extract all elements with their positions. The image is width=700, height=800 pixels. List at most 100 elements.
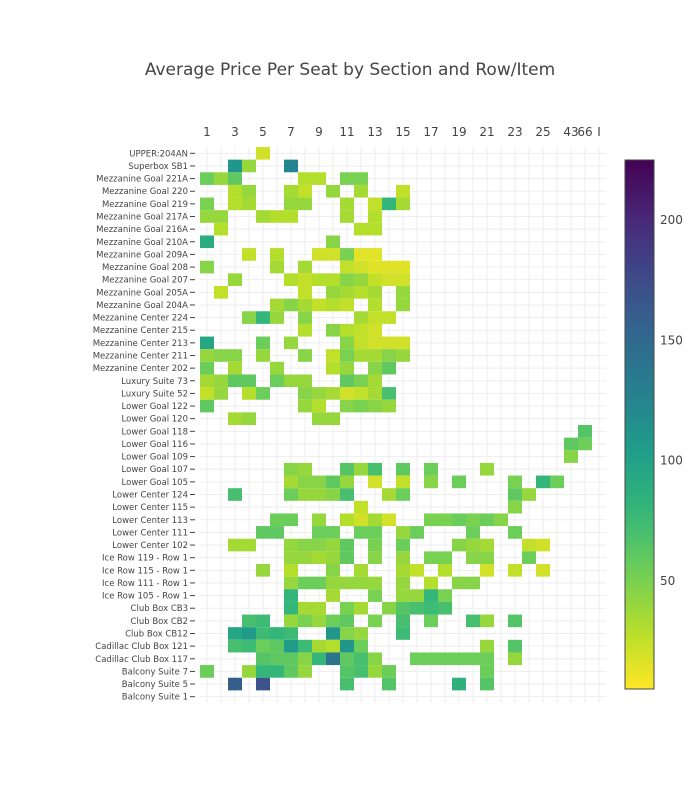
heatmap-cell	[354, 462, 368, 476]
heatmap-cell	[452, 538, 466, 552]
heatmap-cell	[284, 627, 298, 640]
heatmap-cell	[298, 652, 312, 666]
heatmap-cell	[354, 665, 368, 678]
y-tick-label: Cadillac Club Box 117	[95, 655, 188, 665]
heatmap-cell	[368, 197, 382, 211]
heatmap-cell	[312, 513, 326, 527]
heatmap-cell	[284, 273, 298, 286]
heatmap-cell	[368, 311, 382, 324]
heatmap-cell	[340, 197, 354, 211]
heatmap-cell	[298, 488, 312, 501]
heatmap-cell	[354, 387, 368, 400]
heatmap-cell	[326, 639, 340, 653]
heatmap-cell	[312, 172, 326, 185]
heatmap-cell	[200, 235, 214, 249]
heatmap-cell	[284, 184, 298, 198]
heatmap-cell	[228, 197, 242, 211]
heatmap-cell	[368, 260, 382, 274]
heatmap-cell	[368, 248, 382, 261]
heatmap-cell	[284, 374, 298, 388]
y-tick-label: Cadillac Club Box 121	[95, 642, 188, 652]
heatmap-cell	[242, 639, 256, 653]
heatmap-cell	[200, 361, 214, 375]
y-tick-label: Mezzanine Goal 221A	[96, 175, 188, 185]
heatmap-cell	[368, 614, 382, 628]
heatmap-cell	[326, 538, 340, 552]
x-tick-label: 23	[507, 125, 522, 139]
heatmap-cell	[242, 387, 256, 400]
heatmap-cell	[424, 601, 438, 615]
heatmap-cell	[382, 513, 396, 527]
heatmap-cell	[480, 614, 494, 628]
heatmap-cell	[354, 286, 368, 299]
heatmap-cell	[298, 576, 312, 590]
heatmap-cell	[256, 210, 270, 223]
heatmap-cell	[396, 627, 410, 640]
heatmap-cell	[228, 273, 242, 286]
heatmap-cell	[242, 197, 256, 211]
heatmap-cell	[396, 349, 410, 362]
y-tick-label: Balcony Suite 5	[122, 680, 188, 690]
heatmap-cell	[382, 665, 396, 678]
heatmap-cell	[326, 412, 340, 425]
heatmap-cell	[354, 374, 368, 388]
heatmap-cell	[298, 286, 312, 299]
y-tick-label: Lower Goal 109	[122, 453, 188, 463]
heatmap-cell	[298, 298, 312, 312]
heatmap-cell	[284, 538, 298, 552]
heatmap-cell	[270, 248, 284, 261]
heatmap-cell	[354, 184, 368, 198]
heatmap-cell	[270, 665, 284, 678]
y-tick-label: Mezzanine Goal 204A	[96, 301, 188, 311]
x-tick-label: 3	[231, 125, 239, 139]
heatmap-cell	[382, 677, 396, 691]
heatmap-cell	[354, 172, 368, 185]
heatmap-cell	[340, 286, 354, 299]
heatmap-cell	[312, 652, 326, 666]
heatmap-cell	[214, 210, 228, 223]
heatmap-cell	[382, 387, 396, 400]
heatmap-cell	[256, 665, 270, 678]
heatmap-cell	[340, 172, 354, 185]
y-tick-label: Ice Row 119 - Row 1	[102, 554, 188, 564]
y-tick-label: Mezzanine Goal 216A	[96, 225, 188, 235]
heatmap-cell	[410, 601, 424, 615]
heatmap-cell	[270, 652, 284, 666]
x-tick-label: 19	[451, 125, 466, 139]
heatmap-cell	[256, 677, 270, 691]
heatmap-cell	[438, 589, 452, 602]
heatmap-cell	[228, 412, 242, 425]
heatmap-cell	[340, 462, 354, 476]
heatmap-cell	[298, 184, 312, 198]
heatmap-cell	[396, 462, 410, 476]
y-tick-label: Balcony Suite 7	[122, 667, 188, 677]
heatmap-cell	[368, 576, 382, 590]
y-axis: UPPER:204AN Superbox SB1 Mezzanine Goal 22…	[93, 149, 195, 703]
heatmap-cell	[242, 627, 256, 640]
heatmap-cell	[326, 576, 340, 590]
heatmap-cell	[452, 576, 466, 590]
heatmap-cell	[424, 576, 438, 590]
heatmap-cell	[340, 538, 354, 552]
x-tick-label: 25	[535, 125, 550, 139]
heatmap-cell	[298, 273, 312, 286]
heatmap-cell	[438, 601, 452, 615]
x-tick-label: 43	[563, 125, 578, 139]
heatmap-cell	[340, 488, 354, 501]
heatmap-cell	[340, 210, 354, 223]
heatmap-cell	[256, 526, 270, 539]
heatmap-cell	[200, 197, 214, 211]
heatmap-cell	[298, 349, 312, 362]
heatmap-cell	[298, 374, 312, 388]
heatmap-cell	[396, 526, 410, 539]
heatmap-cell	[382, 260, 396, 274]
heatmap-cell	[270, 311, 284, 324]
heatmap-cell	[424, 551, 438, 564]
heatmap-cell	[382, 601, 396, 615]
heatmap-cell	[536, 475, 550, 489]
heatmap-cell	[326, 298, 340, 312]
heatmap-cell	[340, 399, 354, 413]
heatmap-cell	[368, 323, 382, 337]
heatmap-cell	[480, 513, 494, 527]
